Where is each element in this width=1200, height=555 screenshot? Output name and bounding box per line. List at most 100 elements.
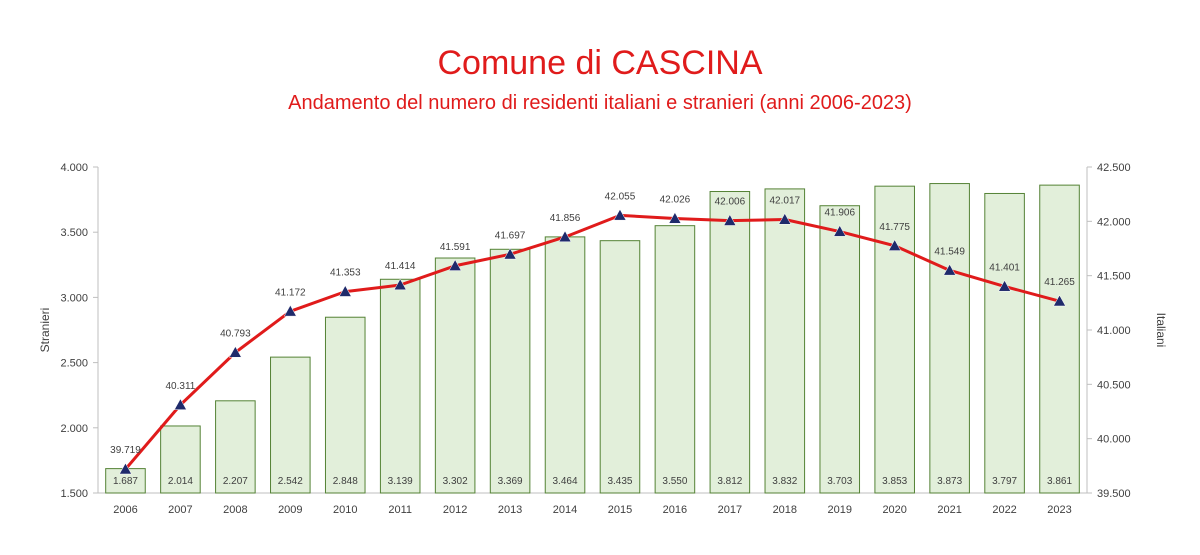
x-tick-label: 2011: [388, 504, 412, 516]
line-value-label: 41.906: [824, 208, 855, 219]
x-tick-label: 2010: [333, 504, 357, 516]
line-marker: [558, 230, 572, 243]
bar-value-label: 3.139: [388, 476, 413, 487]
bar-value-label: 3.550: [662, 476, 687, 487]
bar-value-label: 3.832: [772, 476, 797, 487]
x-tick-label: 2007: [168, 504, 192, 516]
bar: [434, 257, 476, 494]
x-tick-label: 2023: [1047, 504, 1071, 516]
line-value-label: 42.026: [660, 195, 691, 206]
x-tick-label: 2008: [223, 504, 247, 516]
right-tick-label: 40.500: [1097, 379, 1131, 391]
bar: [544, 236, 586, 494]
bar: [270, 356, 311, 494]
line-marker: [119, 462, 132, 475]
x-tick-label: 2009: [278, 504, 302, 516]
line-marker: [228, 345, 242, 358]
x-tick-label: 2021: [937, 504, 961, 516]
line-value-label: 41.775: [879, 222, 910, 233]
left-tick-label: 3.500: [60, 227, 88, 239]
line-value-label: 41.265: [1044, 277, 1075, 288]
line-value-label: 39.719: [110, 445, 141, 456]
bar-value-label: 3.302: [443, 476, 468, 487]
bar-value-label: 3.435: [607, 476, 632, 487]
line-value-label: 41.401: [989, 262, 1020, 273]
bar-value-label: 2.207: [223, 476, 248, 487]
bar: [709, 191, 751, 494]
line-marker: [173, 398, 187, 410]
right-tick-label: 40.000: [1097, 434, 1131, 446]
bar-value-label: 3.464: [553, 476, 578, 487]
left-tick-label: 2.000: [60, 423, 88, 435]
line-marker: [833, 225, 847, 237]
bar-value-label: 1.687: [113, 476, 138, 487]
italiani-line: [124, 213, 1060, 471]
line-marker: [998, 279, 1012, 292]
line-marker: [668, 211, 682, 224]
x-tick-label: 2012: [443, 504, 467, 516]
bar-value-label: 2.014: [168, 476, 193, 487]
left-tick-label: 2.500: [60, 358, 88, 370]
left-tick-label: 1.500: [60, 488, 88, 500]
bar: [984, 192, 1025, 494]
bar: [160, 425, 201, 494]
line-value-label: 41.591: [440, 242, 471, 253]
right-tick-label: 39.500: [1097, 488, 1131, 500]
x-tick-label: 2006: [113, 504, 137, 516]
x-tick-label: 2018: [773, 504, 797, 516]
x-tick-label: 2014: [553, 504, 577, 516]
line-marker: [1053, 294, 1066, 307]
bar-value-label: 3.369: [498, 476, 523, 487]
bar: [599, 240, 641, 494]
line-marker: [723, 214, 737, 226]
bar-value-label: 2.848: [333, 476, 358, 487]
bar: [324, 316, 366, 494]
x-tick-label: 2015: [608, 504, 632, 516]
left-axis-title: Stranieri: [38, 308, 52, 353]
line-value-label: 41.697: [495, 230, 526, 241]
line-value-label: 41.172: [275, 287, 306, 298]
line-value-label: 40.793: [220, 328, 251, 339]
line-value-label: 42.055: [605, 191, 636, 202]
x-tick-label: 2019: [828, 504, 852, 516]
right-axis-title: Italiani: [1154, 313, 1168, 348]
left-tick-label: 3.000: [60, 292, 88, 304]
line-value-label: 41.414: [385, 261, 416, 272]
line-marker: [888, 239, 902, 251]
chart-subtitle: Andamento del numero di residenti italia…: [288, 92, 912, 114]
x-tick-label: 2020: [882, 504, 906, 516]
left-tick-label: 4.000: [60, 162, 88, 174]
bar-value-label: 3.861: [1047, 476, 1072, 487]
x-tick-label: 2022: [992, 504, 1016, 516]
line-value-label: 42.006: [715, 197, 746, 208]
line-value-label: 40.311: [165, 381, 195, 392]
bar-value-label: 3.797: [992, 476, 1017, 487]
bar: [654, 225, 696, 494]
bar-value-label: 3.812: [717, 476, 742, 487]
bar: [819, 205, 861, 494]
line-value-label: 41.549: [934, 246, 965, 257]
line-marker: [283, 304, 297, 317]
line-value-label: 41.856: [550, 213, 581, 224]
right-tick-label: 42.500: [1097, 162, 1131, 174]
x-tick-label: 2016: [663, 504, 687, 516]
bar-value-label: 3.873: [937, 476, 962, 487]
bar: [764, 188, 806, 494]
line-marker: [613, 208, 627, 221]
right-tick-label: 41.000: [1097, 325, 1131, 337]
line-marker: [448, 259, 462, 271]
x-tick-label: 2017: [718, 504, 742, 516]
line-marker: [943, 263, 957, 276]
bar: [874, 185, 915, 494]
bar-value-label: 3.853: [882, 476, 907, 487]
line-marker: [503, 247, 517, 260]
bar-value-label: 3.703: [827, 476, 852, 487]
chart-title: Comune di CASCINA: [437, 44, 763, 82]
line-value-label: 42.017: [770, 195, 801, 206]
right-tick-label: 42.000: [1097, 216, 1131, 228]
right-tick-label: 41.500: [1097, 271, 1131, 283]
line-marker: [393, 278, 407, 291]
x-tick-label: 2013: [498, 504, 522, 516]
